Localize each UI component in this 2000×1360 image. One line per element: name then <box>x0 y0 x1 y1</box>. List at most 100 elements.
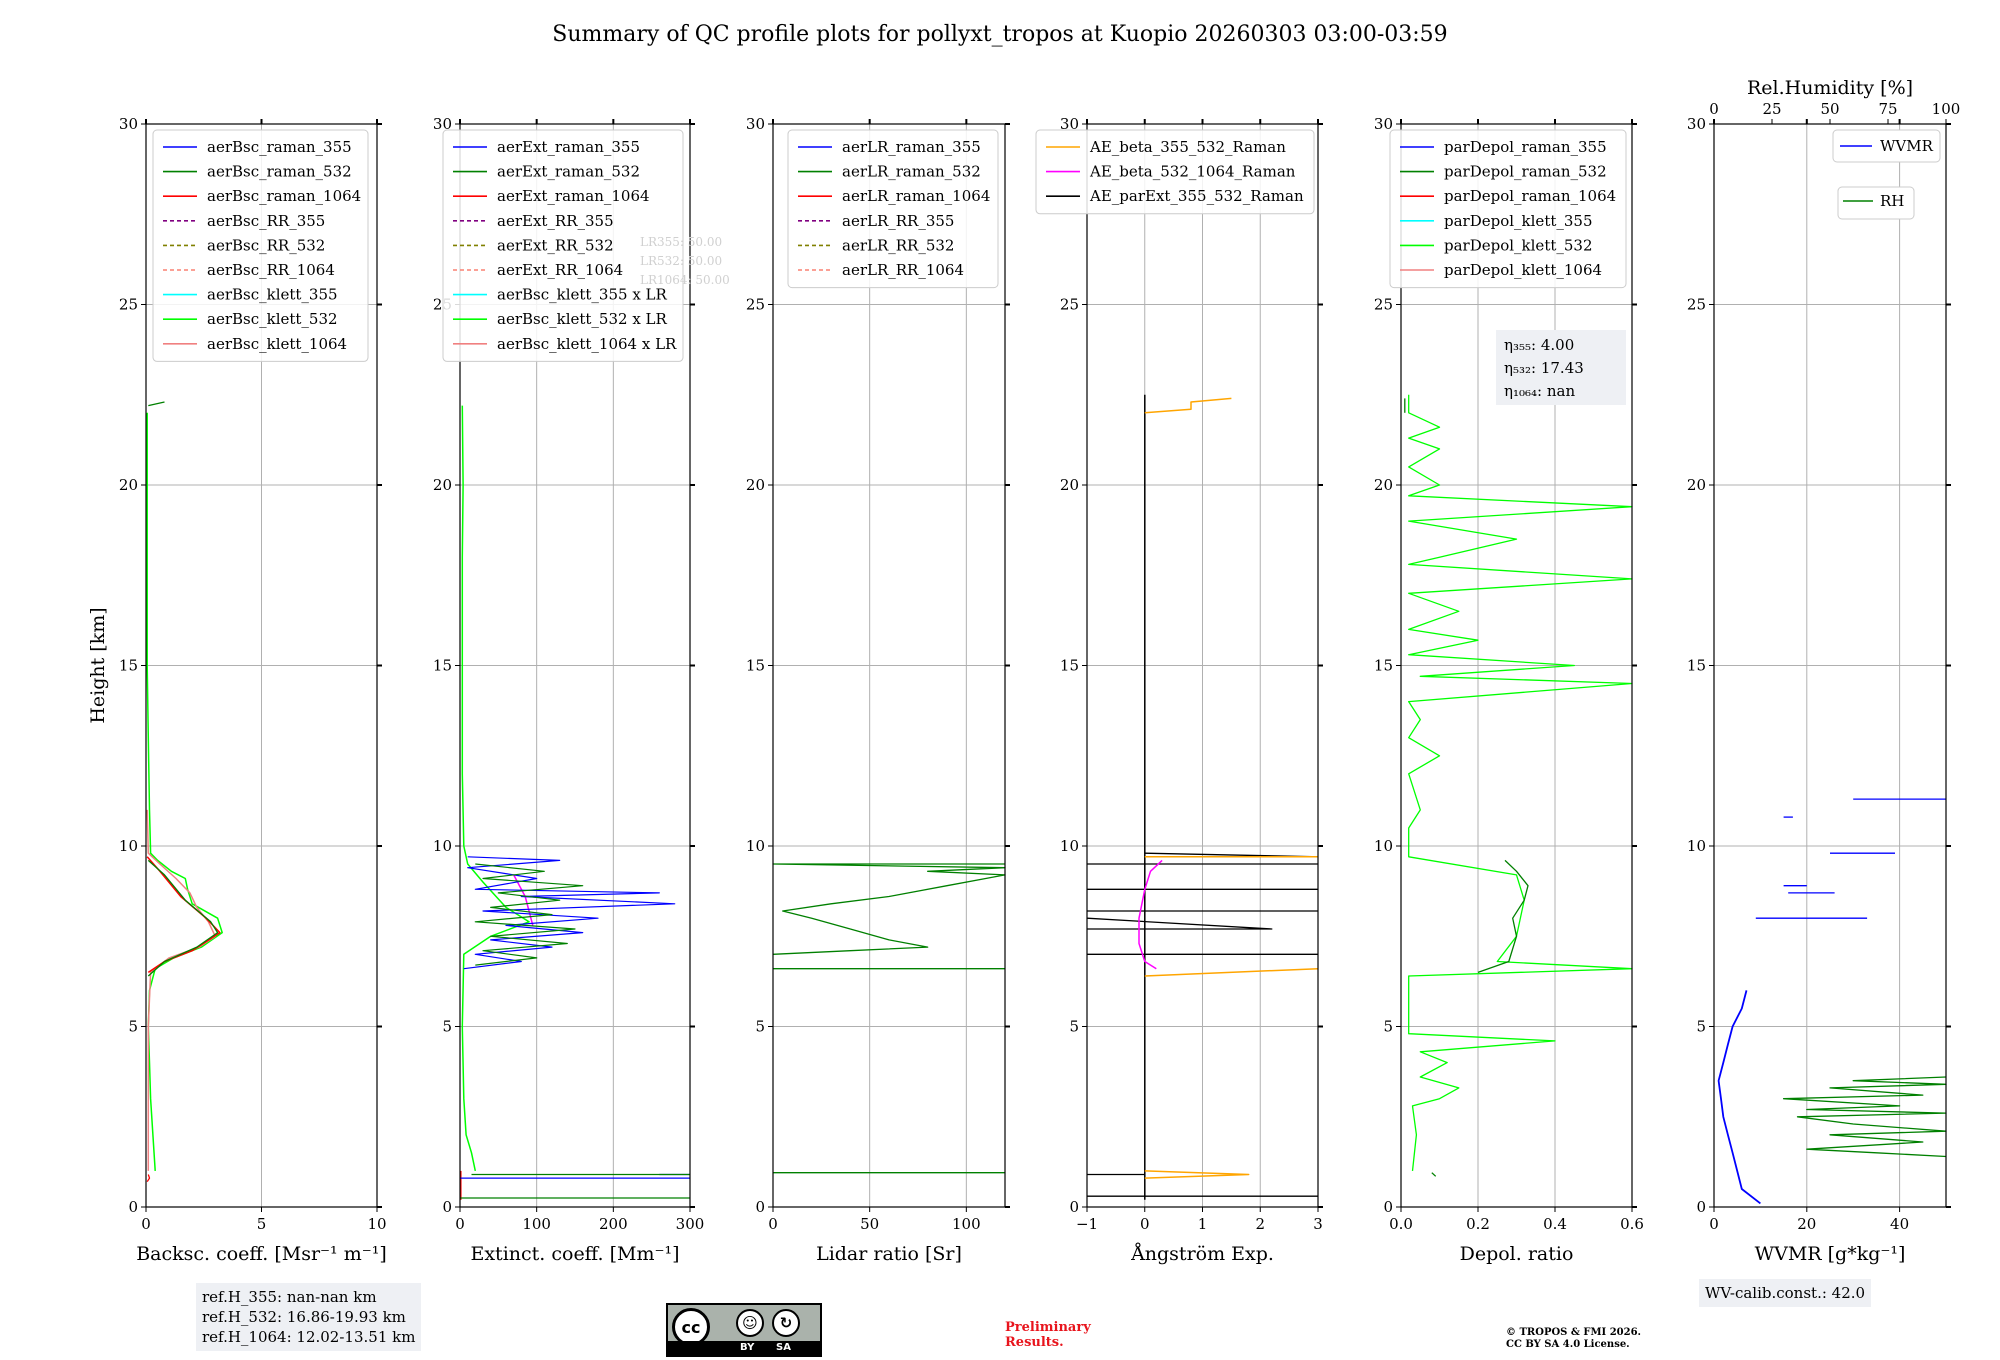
x-tick-label: 50 <box>860 1215 879 1233</box>
data-series-line <box>146 809 217 1171</box>
y-tick-label: 10 <box>433 837 452 855</box>
data-series-line <box>147 859 219 977</box>
legend-box-rh <box>1837 186 1915 220</box>
y-tick-label: 30 <box>746 115 765 133</box>
data-series-line <box>146 856 221 974</box>
top-x-tick-label: 100 <box>1932 100 1961 118</box>
x-tick-label: 200 <box>599 1215 628 1233</box>
plot-panel-lidar_ratio: 0 5 10 15 20 25 30 0 50 100 Lidar ratio [Sr] aerLR_… <box>746 115 1010 1265</box>
legend-label: aerExt_RR_532 <box>497 236 614 254</box>
y-tick-label: 20 <box>433 476 452 494</box>
eta-value: η₅₃₂: 17.43 <box>1504 359 1584 377</box>
legend-label: aerExt_RR_1064 <box>497 261 623 279</box>
y-tick-label: 5 <box>442 1018 452 1036</box>
legend-label: parDepol_raman_532 <box>1444 163 1607 181</box>
y-tick-label: 10 <box>1060 837 1079 855</box>
top-x-tick-label: 0 <box>1709 100 1719 118</box>
eta-value: η₃₅₅: 4.00 <box>1504 336 1574 354</box>
y-tick-label: 25 <box>119 296 138 314</box>
license-by-label: BY <box>740 1342 755 1353</box>
y-tick-label: 5 <box>128 1018 138 1036</box>
y-tick-label: 15 <box>746 657 765 675</box>
legend: aerBsc_raman_355 aerBsc_raman_532 aerBsc_r… <box>152 129 369 362</box>
legend-label: parDepol_raman_355 <box>1444 138 1607 156</box>
x-tick-label: 40 <box>1890 1215 1909 1233</box>
legend-label: aerBsc_RR_1064 <box>207 261 335 279</box>
top-x-tick-label: 25 <box>1762 100 1781 118</box>
preliminary-note: Preliminary Results. <box>1005 1320 1091 1350</box>
x-axis-label: WVMR [g*kg⁻¹] <box>1755 1243 1906 1265</box>
legend-label: parDepol_raman_1064 <box>1444 187 1616 205</box>
legend-label: aerBsc_klett_355 <box>207 286 338 304</box>
legend-label: aerBsc_raman_532 <box>207 163 352 181</box>
x-tick-label: 0.0 <box>1389 1215 1413 1233</box>
legend-label: aerLR_RR_532 <box>842 236 954 254</box>
legend: aerExt_raman_355 aerExt_raman_532 aerExt_r… <box>442 129 684 362</box>
x-tick-label: 20 <box>1797 1215 1816 1233</box>
top-x-tick-label: 75 <box>1878 100 1897 118</box>
y-tick-label: 25 <box>1687 296 1706 314</box>
x-tick-label: 100 <box>522 1215 551 1233</box>
legend-label: aerBsc_raman_355 <box>207 138 352 156</box>
y-tick-label: 0 <box>1383 1198 1393 1216</box>
x-tick-label: 5 <box>257 1215 267 1233</box>
legend-label: aerExt_RR_355 <box>497 212 614 230</box>
copyright-note: © TROPOS & FMI 2026. CC BY SA 4.0 Licens… <box>1506 1327 1641 1351</box>
data-series-line <box>1782 1076 1947 1158</box>
y-tick-label: 30 <box>119 115 138 133</box>
y-tick-label: 5 <box>1696 1018 1706 1036</box>
x-tick-label: 0 <box>1709 1215 1719 1233</box>
x-axis-label: Lidar ratio [Sr] <box>816 1243 962 1265</box>
lidar-ratio-note: LR1064: 50.00 <box>640 273 730 287</box>
legend-label: aerLR_raman_355 <box>842 138 981 156</box>
legend-box <box>152 129 369 362</box>
x-tick-label: 3 <box>1313 1215 1323 1233</box>
y-tick-label: 15 <box>1060 657 1079 675</box>
y-tick-label: 20 <box>119 476 138 494</box>
data-series-line <box>148 401 165 407</box>
legend-label: aerBsc_RR_532 <box>207 236 325 254</box>
x-tick-label: −1 <box>1076 1215 1098 1233</box>
top-x-axis-label: Rel.Humidity [%] <box>1747 77 1913 99</box>
y-tick-label: 15 <box>1687 657 1706 675</box>
data-series-line <box>1138 859 1163 970</box>
y-tick-label: 20 <box>746 476 765 494</box>
x-tick-label: 0.6 <box>1620 1215 1644 1233</box>
legend-box-wvmr <box>1832 129 1941 163</box>
legend-label: WVMR <box>1880 137 1934 155</box>
y-tick-label: 30 <box>1687 115 1706 133</box>
data-series-line <box>1144 397 1232 414</box>
y-tick-label: 0 <box>442 1198 452 1216</box>
y-tick-label: 10 <box>1374 837 1393 855</box>
data-series-line <box>461 405 530 1172</box>
legend-label: aerLR_RR_1064 <box>842 261 964 279</box>
preliminary-line-2: Results. <box>1005 1335 1064 1350</box>
y-tick-label: 20 <box>1687 476 1706 494</box>
refh-1064: ref.H_1064: 12.02-13.51 km <box>202 1328 416 1346</box>
legend-label: aerBsc_raman_1064 <box>207 187 361 205</box>
wv-calibration-box: WV-calib.const.: 42.0 <box>1699 1279 1872 1307</box>
x-tick-label: 0.2 <box>1466 1215 1490 1233</box>
lidar-ratio-note: LR532: 50.00 <box>640 254 722 268</box>
x-tick-label: 0.4 <box>1543 1215 1567 1233</box>
x-tick-label: 0 <box>141 1215 151 1233</box>
data-series-line <box>772 863 1006 955</box>
data-series-line <box>1477 859 1529 974</box>
x-tick-label: 100 <box>952 1215 981 1233</box>
x-tick-label: 300 <box>676 1215 705 1233</box>
cc-license-badge: cc ☺ ↻ BY SA <box>666 1303 822 1357</box>
data-series-line <box>146 412 223 1171</box>
legend: parDepol_raman_355 parDepol_raman_532 parD… <box>1389 129 1627 289</box>
x-tick-label: 10 <box>367 1215 386 1233</box>
figure-title: Summary of QC profile plots for pollyxt_… <box>552 22 1448 47</box>
sa-share-icon: ↻ <box>772 1309 800 1337</box>
cc-icon: cc <box>672 1308 710 1346</box>
legend-label: aerExt_raman_532 <box>497 163 640 181</box>
legend-label: aerBsc_klett_1064 <box>207 335 347 353</box>
x-tick-label: 1 <box>1198 1215 1208 1233</box>
legend: AE_beta_355_532_Raman AE_beta_532_1064_Ra… <box>1035 129 1315 215</box>
legend: WVMR RH <box>1832 129 1941 220</box>
y-tick-label: 0 <box>1696 1198 1706 1216</box>
y-tick-label: 0 <box>755 1198 765 1216</box>
legend-label: AE_beta_355_532_Raman <box>1089 138 1286 156</box>
